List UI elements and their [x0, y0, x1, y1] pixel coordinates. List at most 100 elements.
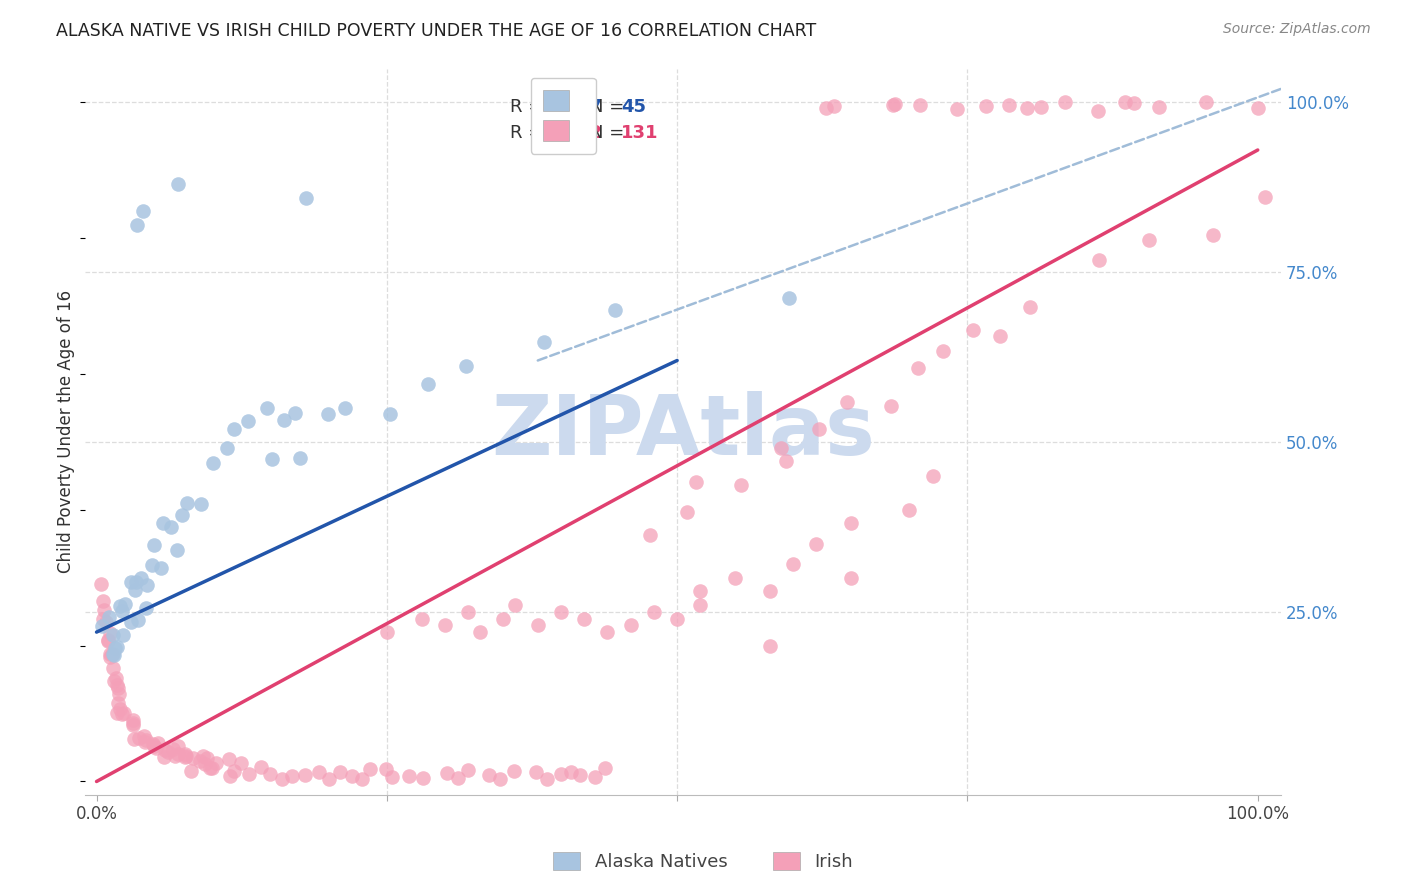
Point [222, 764, 245, 778]
Point [132, 204, 155, 219]
Point [880, 399, 903, 413]
Point [593, 761, 616, 775]
Point [468, 625, 491, 640]
Legend: , : , [531, 78, 596, 153]
Point [101, 647, 124, 661]
Text: R =: R = [509, 124, 548, 142]
Point [1088, 253, 1111, 268]
Point [689, 584, 711, 599]
Point [730, 478, 752, 492]
Point [596, 625, 619, 640]
Point [503, 764, 526, 778]
Point [143, 538, 166, 552]
Point [150, 561, 173, 575]
Point [1017, 101, 1039, 115]
Point [1122, 95, 1144, 110]
Text: 45: 45 [621, 97, 645, 116]
Point [98, 626, 121, 640]
Point [294, 190, 316, 204]
Point [107, 706, 129, 720]
Point [932, 343, 955, 358]
Point [145, 740, 167, 755]
Point [398, 769, 420, 783]
Point [180, 764, 202, 779]
Point [769, 442, 792, 456]
Text: 0.682: 0.682 [546, 124, 602, 142]
Point [176, 495, 198, 509]
Point [759, 639, 782, 653]
Point [489, 772, 512, 787]
Point [200, 760, 222, 774]
Point [96, 615, 118, 629]
Point [103, 648, 125, 663]
Point [378, 407, 401, 421]
Point [1029, 100, 1052, 114]
Point [222, 422, 245, 436]
Point [839, 516, 862, 531]
Point [318, 772, 340, 786]
Text: N =: N = [589, 124, 630, 142]
Point [183, 751, 205, 765]
Point [503, 598, 526, 612]
Point [273, 413, 295, 427]
Point [135, 600, 157, 615]
Point [638, 528, 661, 542]
Point [778, 291, 800, 305]
Point [166, 747, 188, 761]
Point [136, 578, 159, 592]
Point [134, 729, 156, 743]
Point [333, 401, 356, 415]
Point [91, 612, 114, 626]
Y-axis label: Child Poverty Under the Age of 16: Child Poverty Under the Age of 16 [58, 290, 75, 574]
Point [127, 218, 149, 232]
Text: ZIPAtlas: ZIPAtlas [491, 392, 875, 472]
Point [122, 713, 145, 727]
Point [962, 323, 984, 337]
Point [97, 634, 120, 648]
Point [218, 768, 240, 782]
Point [162, 742, 184, 756]
Point [174, 750, 197, 764]
Point [883, 97, 905, 112]
Point [308, 765, 330, 780]
Point [524, 765, 547, 780]
Point [574, 611, 596, 625]
Point [146, 737, 169, 751]
Point [190, 755, 212, 769]
Point [143, 739, 166, 753]
Point [91, 594, 114, 608]
Point [217, 441, 239, 455]
Point [457, 763, 479, 777]
Point [120, 615, 142, 629]
Point [416, 377, 439, 392]
Point [898, 503, 921, 517]
Point [685, 475, 707, 489]
Point [1201, 227, 1223, 242]
Point [122, 718, 145, 732]
Point [782, 558, 804, 572]
Point [134, 734, 156, 748]
Point [98, 647, 121, 661]
Point [411, 611, 433, 625]
Point [160, 519, 183, 533]
Point [166, 543, 188, 558]
Point [1195, 95, 1218, 110]
Point [141, 558, 163, 572]
Point [569, 768, 592, 782]
Point [103, 628, 125, 642]
Point [231, 756, 253, 770]
Point [190, 497, 212, 511]
Point [492, 611, 515, 625]
Text: ALASKA NATIVE VS IRISH CHILD POVERTY UNDER THE AGE OF 16 CORRELATION CHART: ALASKA NATIVE VS IRISH CHILD POVERTY UND… [56, 22, 817, 40]
Point [998, 97, 1021, 112]
Point [457, 605, 479, 619]
Point [111, 604, 134, 618]
Point [433, 618, 456, 632]
Point [98, 609, 121, 624]
Point [1087, 104, 1109, 119]
Point [107, 697, 129, 711]
Point [157, 745, 180, 759]
Point [101, 660, 124, 674]
Point [105, 640, 128, 654]
Point [238, 767, 260, 781]
